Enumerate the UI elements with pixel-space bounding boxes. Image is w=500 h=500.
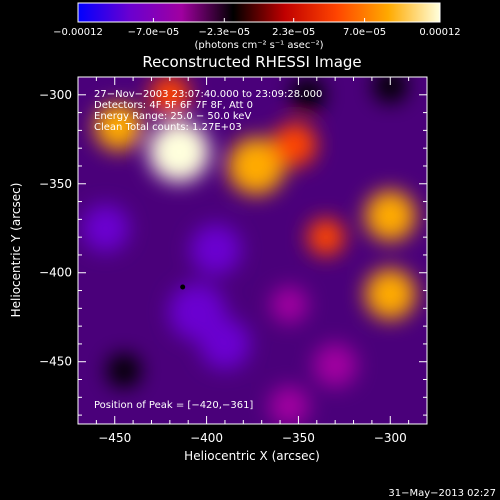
- y-tick-label: −300: [39, 88, 72, 102]
- x-axis-label: Heliocentric X (arcsec): [184, 449, 320, 463]
- dim-region: [290, 77, 325, 112]
- footer-date: 31−May−2013 02:27: [388, 488, 496, 499]
- x-tick-label: −400: [190, 431, 223, 445]
- annotation-energy-range: Energy Range: 25.0 − 50.0 keV: [94, 111, 251, 122]
- y-tick-label: −350: [39, 177, 72, 191]
- bright-emission-region: [364, 190, 416, 242]
- bright-emission-region: [149, 77, 191, 116]
- heatmap-area: [78, 77, 427, 424]
- x-axis-ticks: −450 −400 −350 −300: [95, 77, 428, 445]
- bright-emission-region: [307, 218, 345, 256]
- colorbar-tick-label: 7.0e−05: [343, 27, 386, 38]
- colorbar-tick-label: −0.00012: [53, 27, 103, 38]
- bright-emission-region: [227, 137, 285, 195]
- dim-region: [190, 224, 242, 275]
- y-axis-ticks: −300 −350 −400 −450: [39, 76, 427, 416]
- dim-region: [199, 318, 251, 370]
- x-tick-label: −300: [374, 431, 407, 445]
- dim-region: [81, 204, 130, 252]
- annotation-peak-position: Position of Peak = [−420,−361]: [94, 400, 253, 411]
- colorbar-tick-labels: −0.00012 −7.0e−05 −2.3e−05 2.3e−05 7.0e−05 0.…: [53, 27, 461, 38]
- y-tick-label: −400: [39, 266, 72, 280]
- bright-emission-region: [364, 268, 416, 320]
- plot-frame: [77, 76, 428, 425]
- dim-region: [373, 77, 408, 103]
- colorbar-tick-label: −7.0e−05: [128, 27, 180, 38]
- y-axis-label: Heliocentric Y (arcsec): [9, 183, 23, 318]
- x-tick-label: −450: [98, 431, 131, 445]
- annotation-block: 27−Nov−2003 23:07:40.000 to 23:09:28.000…: [94, 89, 322, 411]
- colorbar-units-label: (photons cm⁻² s⁻¹ asec⁻²): [194, 40, 323, 51]
- x-tick-label: −350: [282, 431, 315, 445]
- annotation-detectors: Detectors: 4F 5F 6F 7F 8F, Att 0: [94, 100, 253, 111]
- annotation-clean: Clean Total counts: 1.27E+03: [94, 122, 242, 133]
- dim-region: [106, 353, 141, 388]
- annotation-time-range: 27−Nov−2003 23:07:40.000 to 23:09:28.000: [94, 89, 322, 100]
- colorbar-tick-label: −2.3e−05: [199, 27, 251, 38]
- bright-emission-region: [148, 121, 210, 183]
- bright-emission-region: [94, 103, 143, 151]
- peak-marker: [180, 284, 186, 290]
- dim-region: [268, 385, 310, 424]
- dim-region: [313, 343, 358, 388]
- y-tick-label: −450: [39, 355, 72, 369]
- bright-emission-region: [272, 122, 317, 167]
- colorbar-tick-label: 0.00012: [419, 27, 460, 38]
- colorbar-ticks: [77, 18, 441, 22]
- chart-title: Reconstructed RHESSI Image: [142, 53, 361, 71]
- dim-region: [270, 286, 308, 324]
- heatmap-features: [81, 77, 416, 424]
- colorbar-tick-label: 2.3e−05: [272, 27, 315, 38]
- colorbar: [77, 2, 441, 23]
